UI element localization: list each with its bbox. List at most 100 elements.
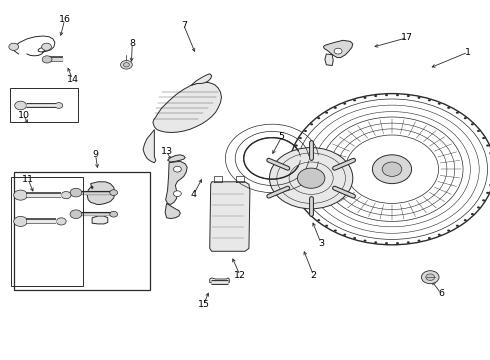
Polygon shape [210, 182, 250, 251]
Circle shape [299, 199, 302, 201]
Polygon shape [325, 54, 333, 66]
Circle shape [464, 117, 467, 119]
Bar [11, 177, 83, 286]
Circle shape [290, 160, 293, 162]
Circle shape [364, 97, 367, 99]
Circle shape [290, 168, 293, 170]
Circle shape [353, 99, 356, 102]
Circle shape [310, 123, 313, 125]
Circle shape [55, 103, 63, 108]
Circle shape [295, 192, 298, 194]
Circle shape [417, 239, 420, 242]
Circle shape [56, 218, 66, 225]
Circle shape [374, 241, 377, 243]
Circle shape [343, 103, 346, 105]
Text: 16: 16 [59, 15, 71, 24]
Circle shape [289, 94, 490, 245]
Polygon shape [191, 74, 212, 85]
Circle shape [382, 162, 402, 176]
Circle shape [304, 206, 307, 208]
Polygon shape [153, 82, 221, 132]
Text: 10: 10 [18, 111, 29, 120]
Polygon shape [165, 203, 180, 219]
Text: 15: 15 [198, 300, 210, 309]
Text: 3: 3 [318, 238, 324, 248]
Circle shape [123, 63, 129, 67]
Circle shape [447, 107, 450, 109]
Circle shape [325, 225, 328, 227]
Circle shape [173, 166, 181, 172]
Polygon shape [166, 161, 187, 204]
Circle shape [372, 155, 412, 184]
Text: 9: 9 [93, 150, 98, 159]
Polygon shape [323, 40, 353, 58]
Circle shape [304, 130, 307, 132]
Circle shape [353, 237, 356, 239]
Polygon shape [168, 155, 185, 162]
Circle shape [110, 211, 118, 217]
Circle shape [295, 144, 298, 147]
Bar [10, 88, 78, 122]
Circle shape [334, 230, 337, 232]
Text: 6: 6 [438, 289, 444, 298]
Circle shape [61, 192, 71, 199]
Text: 12: 12 [234, 271, 246, 280]
Circle shape [173, 191, 181, 197]
Circle shape [396, 94, 399, 96]
Circle shape [456, 112, 459, 114]
Circle shape [15, 101, 26, 110]
Circle shape [407, 241, 410, 243]
Circle shape [364, 239, 367, 242]
Circle shape [464, 219, 467, 221]
Circle shape [290, 176, 293, 178]
Text: 14: 14 [67, 75, 78, 84]
Circle shape [317, 117, 320, 119]
Text: 11: 11 [23, 175, 34, 184]
Circle shape [70, 210, 82, 219]
Circle shape [292, 184, 295, 186]
Text: 4: 4 [191, 190, 196, 199]
Text: 1: 1 [465, 48, 471, 57]
Circle shape [310, 213, 313, 215]
Circle shape [486, 192, 489, 194]
Circle shape [121, 60, 132, 69]
Circle shape [42, 56, 52, 63]
Circle shape [110, 190, 118, 195]
Circle shape [325, 112, 328, 114]
Circle shape [456, 225, 459, 227]
Circle shape [471, 123, 474, 125]
Circle shape [385, 94, 388, 96]
Circle shape [270, 148, 353, 209]
Polygon shape [92, 216, 108, 224]
Text: 13: 13 [161, 147, 172, 156]
Polygon shape [143, 130, 156, 163]
Text: 8: 8 [129, 39, 135, 48]
Circle shape [299, 137, 302, 139]
Circle shape [477, 206, 480, 208]
Circle shape [292, 152, 295, 154]
Circle shape [334, 48, 342, 54]
Polygon shape [87, 182, 115, 204]
Circle shape [417, 97, 420, 99]
Circle shape [42, 43, 51, 50]
Circle shape [396, 242, 399, 244]
Text: 2: 2 [311, 271, 317, 280]
Circle shape [428, 237, 431, 239]
Circle shape [447, 230, 450, 232]
Circle shape [9, 43, 19, 50]
Circle shape [317, 219, 320, 221]
Circle shape [297, 168, 325, 188]
Circle shape [471, 213, 474, 215]
Circle shape [343, 234, 346, 236]
Circle shape [334, 107, 337, 109]
Circle shape [477, 130, 480, 132]
Circle shape [407, 95, 410, 97]
Circle shape [486, 144, 489, 147]
Circle shape [70, 188, 82, 197]
Circle shape [374, 95, 377, 97]
Circle shape [489, 184, 490, 186]
Bar [14, 172, 150, 290]
Circle shape [426, 274, 435, 280]
Circle shape [489, 152, 490, 154]
Text: 5: 5 [279, 132, 285, 141]
